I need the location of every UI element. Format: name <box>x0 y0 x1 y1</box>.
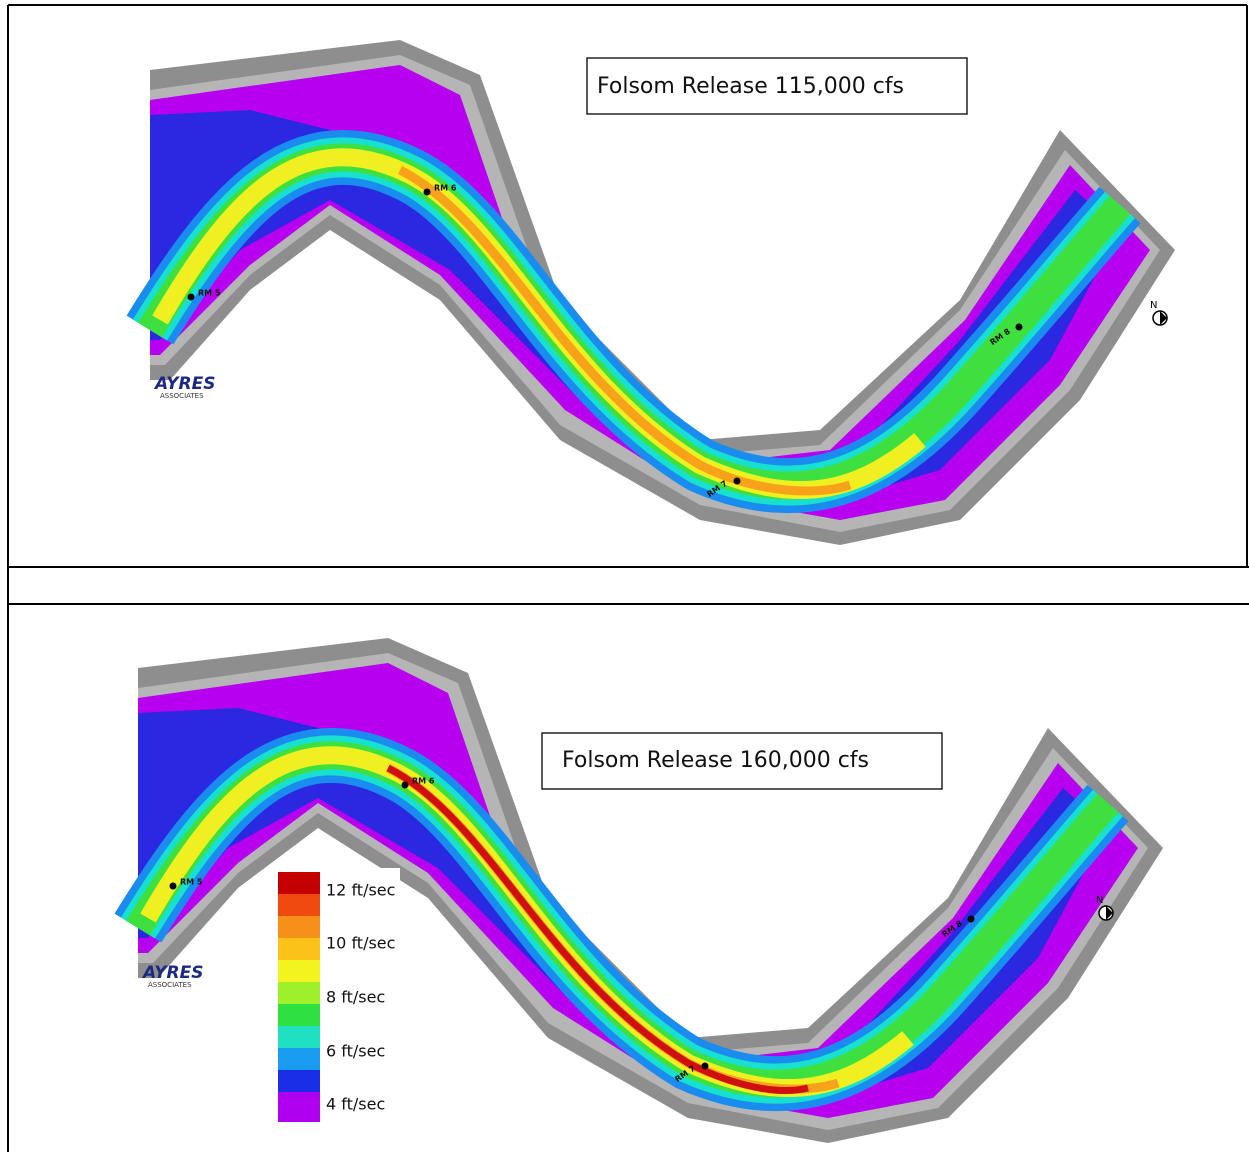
legend-label: 10 ft/sec <box>326 934 395 953</box>
legend-label: 8 ft/sec <box>326 988 385 1007</box>
logo-subtitle: ASSOCIATES <box>148 981 192 989</box>
river-mile: RM 6 <box>412 777 435 786</box>
river-mile: RM 6 <box>434 184 457 193</box>
frame <box>7 4 1249 1152</box>
north-arrow: N <box>1096 895 1103 906</box>
map-panel: RM 5 RM 6 RM 7 RM 8 N AYRES ASSOCIATES F… <box>150 40 1175 545</box>
river-mile: RM 5 <box>198 289 221 298</box>
legend: 12 ft/sec 10 ft/sec 8 ft/sec 6 ft/sec 4 … <box>272 868 400 1132</box>
river-mile: RM 5 <box>180 878 203 887</box>
logo-subtitle: ASSOCIATES <box>160 392 204 400</box>
panel-title: Folsom Release 115,000 cfs <box>597 74 904 99</box>
legend-label: 6 ft/sec <box>326 1042 385 1061</box>
legend-label: 4 ft/sec <box>326 1095 385 1114</box>
logo: AYRES <box>153 374 215 394</box>
legend-label: 12 ft/sec <box>326 881 395 900</box>
north-arrow: N <box>1150 300 1157 311</box>
panel-title: Folsom Release 160,000 cfs <box>562 748 869 773</box>
logo: AYRES <box>141 963 203 983</box>
map-panel: RM 5 RM 6 RM 7 RM 8 N AYRES ASSOCIATES F… <box>138 638 1163 1143</box>
